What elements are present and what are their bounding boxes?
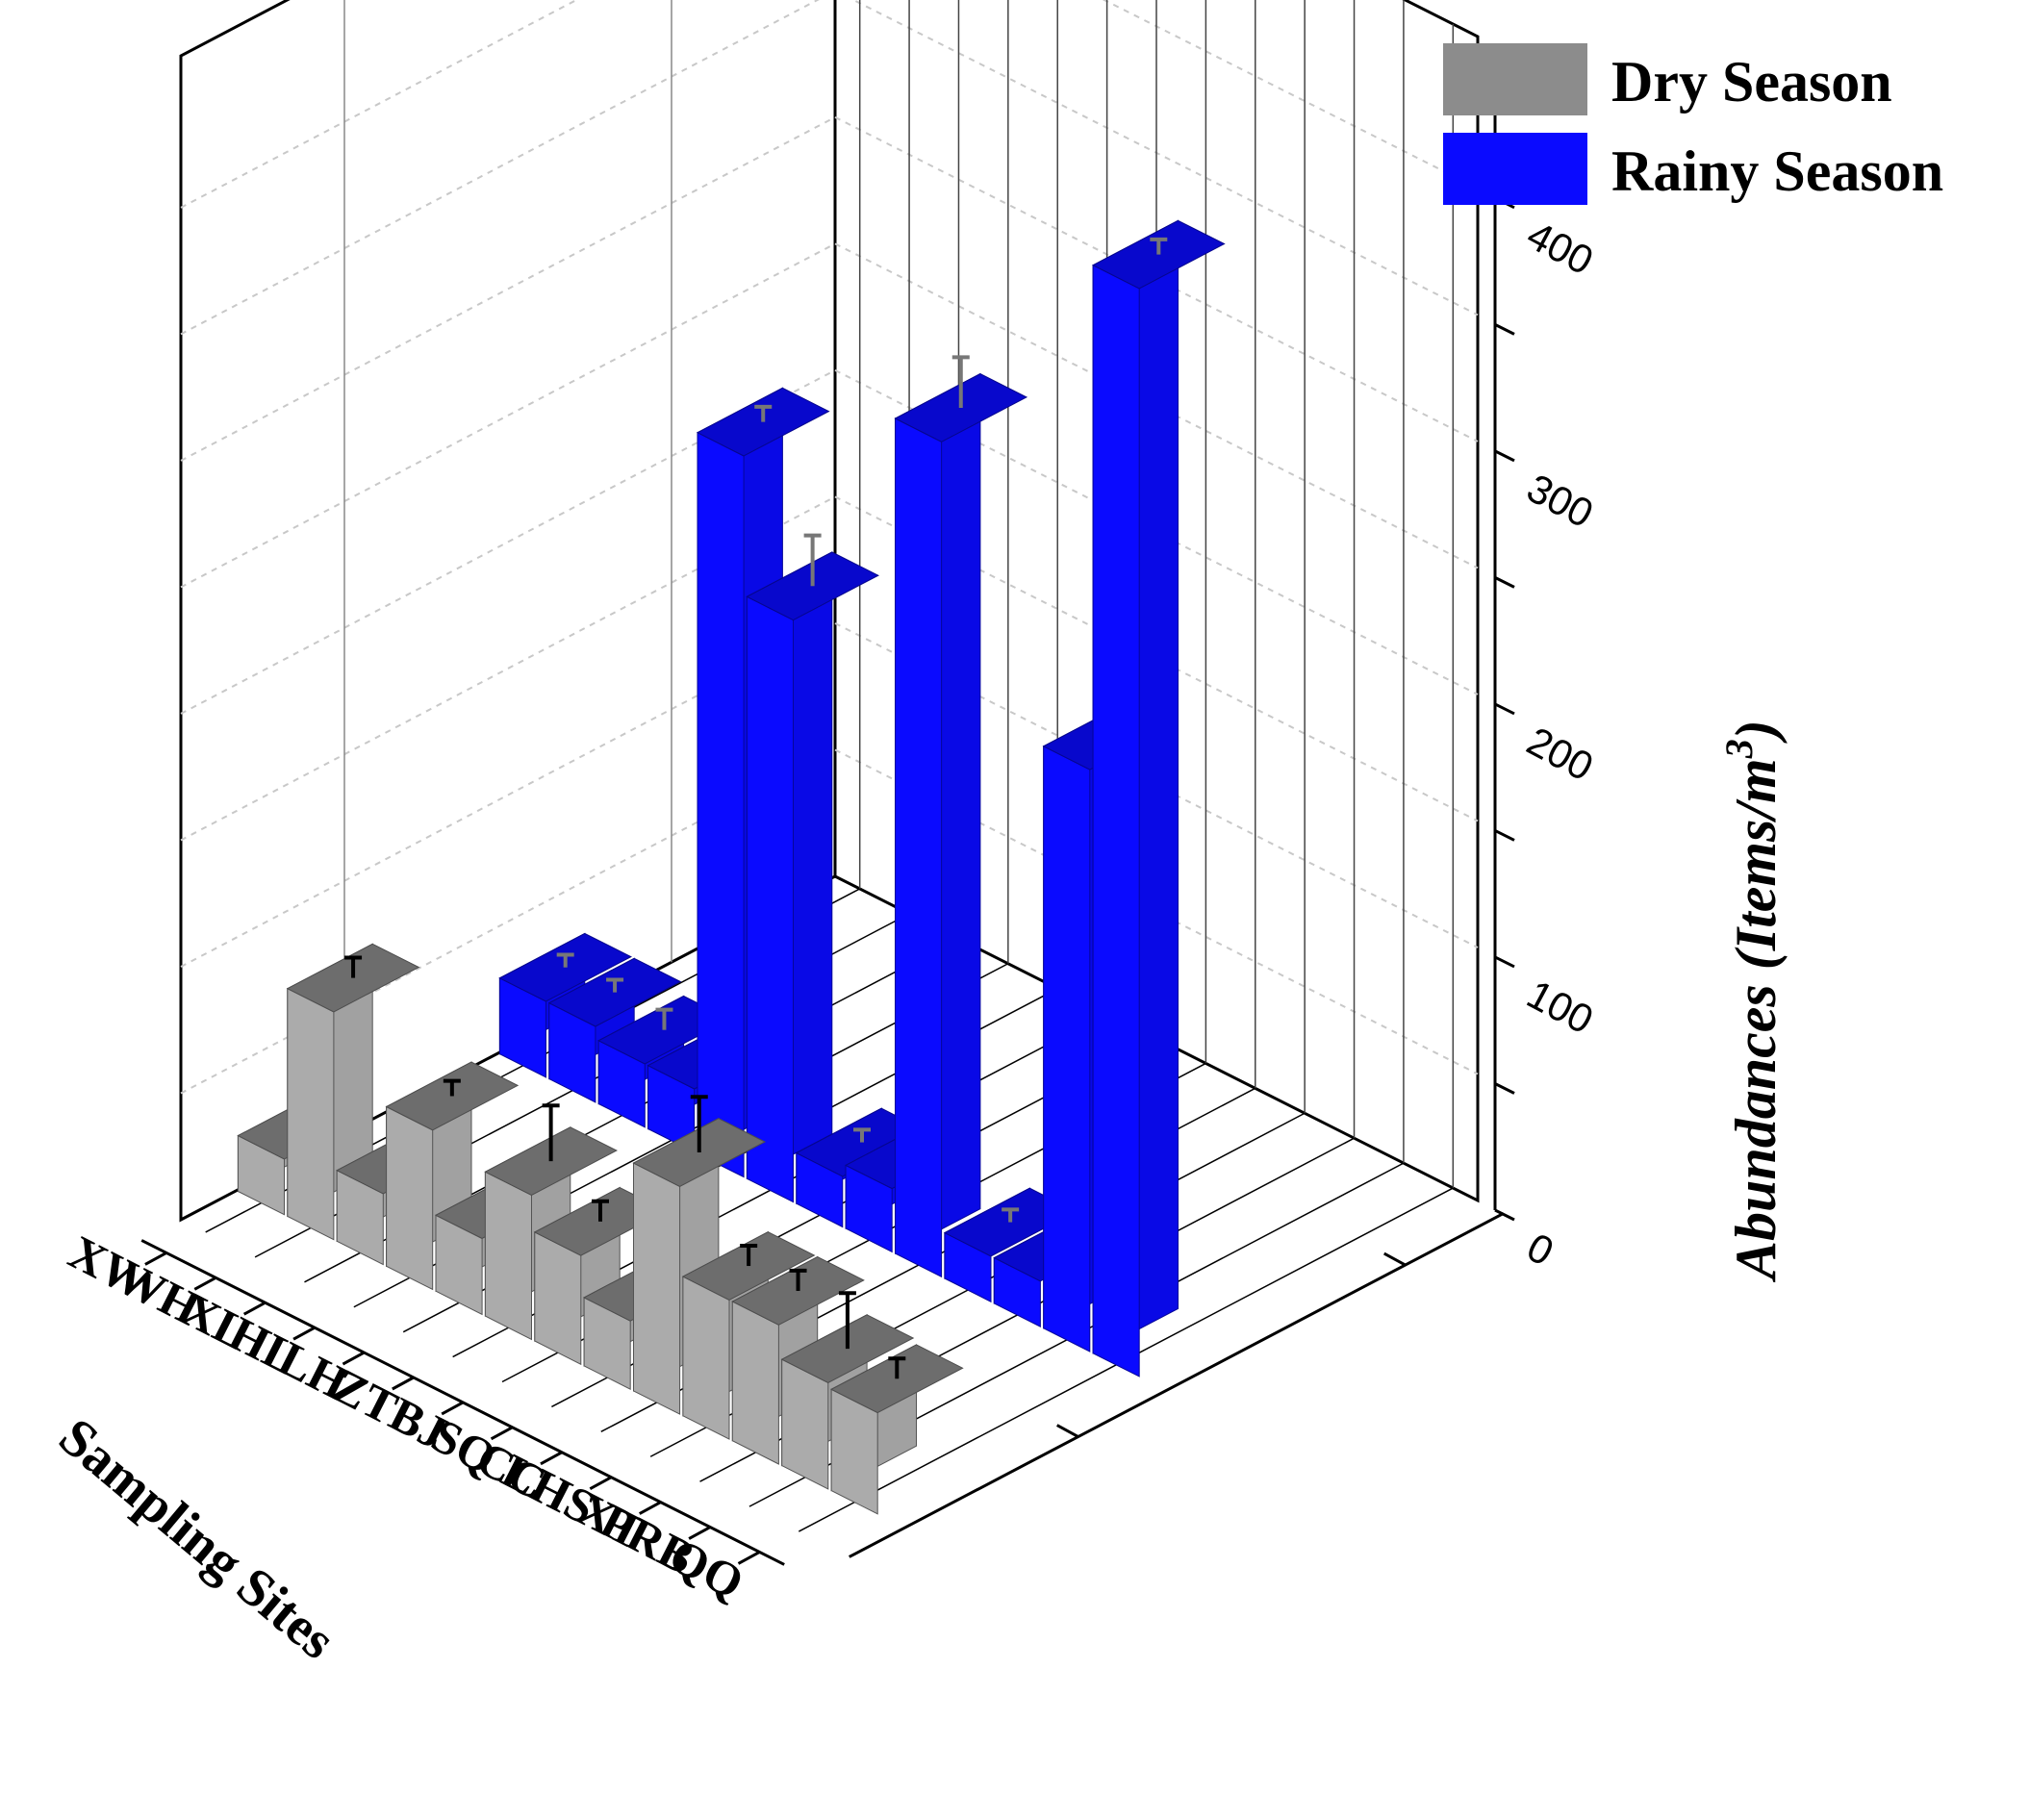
legend: Dry Season Rainy Season	[1443, 43, 1943, 205]
bar-top-face	[484, 1126, 618, 1196]
legend-label-dry: Dry Season	[1611, 50, 1892, 114]
gridline-left-wall	[180, 242, 836, 589]
bar-dry-season-wh	[286, 943, 420, 1241]
x-axis-tick	[242, 1301, 266, 1316]
bar-rainy-season-wh	[547, 957, 682, 1103]
bar-top-face	[498, 932, 632, 1002]
chart-bars	[237, 219, 1226, 1515]
bar-front-face	[287, 987, 335, 1241]
z-axis-tick	[1494, 1208, 1515, 1222]
bar-top-face	[780, 1314, 915, 1383]
z-axis-tick	[1494, 323, 1515, 336]
x-axis-tick	[639, 1501, 662, 1515]
bar-top-face	[681, 1231, 816, 1301]
bar-top-face	[746, 551, 879, 621]
x-axis-tick	[737, 1551, 761, 1565]
bar-front-face	[697, 431, 745, 1178]
legend-swatch-rainy	[1443, 133, 1587, 205]
bar-top-face	[696, 387, 830, 457]
x-axis-tick	[490, 1426, 514, 1441]
bar-rainy-season-bj	[795, 1107, 929, 1228]
z-tick-label: 200	[1520, 718, 1601, 789]
x-axis-tick	[589, 1476, 613, 1491]
z-axis-label: Abundances (Items/m3)	[1717, 720, 1788, 1283]
y-axis-line	[849, 1212, 1505, 1558]
x-axis-tick	[144, 1251, 167, 1266]
x-axis-tick	[441, 1401, 464, 1416]
bar-dry-season-xt	[731, 1255, 865, 1465]
bar-rainy-season-zt	[746, 533, 879, 1203]
z-axis-tick	[1494, 702, 1515, 716]
gridline-left-wall	[180, 0, 820, 336]
bar-front-face	[895, 417, 943, 1278]
z-axis-tick	[1494, 955, 1515, 969]
x-axis-tick	[292, 1326, 316, 1341]
x-axis-tick	[193, 1276, 216, 1291]
bar-rainy-season-cc	[894, 355, 1028, 1278]
bar-front-face	[682, 1276, 730, 1440]
bar-front-face	[1092, 264, 1140, 1378]
z-axis-tick	[1494, 576, 1515, 589]
bar-rainy-season-qq	[1092, 219, 1226, 1378]
x-axis-tick	[342, 1351, 366, 1366]
bar-rainy-season-prb	[1042, 700, 1177, 1352]
z-tick-label: 400	[1520, 212, 1601, 283]
bar-front-face	[1043, 745, 1091, 1352]
bar-front-face	[633, 1162, 681, 1415]
z-axis-tick	[1494, 829, 1515, 842]
z-tick-label: 100	[1520, 971, 1601, 1042]
bar-front-face	[731, 1301, 779, 1465]
z-tick-label: 300	[1520, 465, 1601, 536]
y-axis-tick	[1383, 1251, 1407, 1267]
bar-top-face	[286, 943, 420, 1013]
bar-front-face	[484, 1171, 532, 1341]
gridline-left-wall	[180, 0, 579, 209]
z-axis-tick	[1494, 1082, 1515, 1095]
x-axis-tick	[540, 1451, 563, 1466]
legend-label-rainy: Rainy Season	[1611, 139, 1943, 203]
bar-rainy-season-xw	[498, 932, 632, 1078]
x-axis-tick	[688, 1526, 711, 1540]
z-tick-label: 0	[1520, 1224, 1561, 1274]
gridline-left-wall	[180, 115, 836, 462]
bar-dry-season-lhs	[681, 1230, 816, 1440]
z-axis-tick	[1494, 449, 1515, 463]
bar-dry-season-qq	[830, 1344, 964, 1515]
x-axis-label: Sampling Sites	[48, 1406, 346, 1671]
legend-swatch-dry	[1443, 43, 1587, 115]
bar-front-face	[386, 1105, 434, 1291]
y-axis-tick	[1056, 1424, 1079, 1438]
x-axis-tick	[392, 1376, 415, 1391]
bar-front-face	[746, 595, 794, 1203]
bar-top-face	[547, 957, 682, 1027]
